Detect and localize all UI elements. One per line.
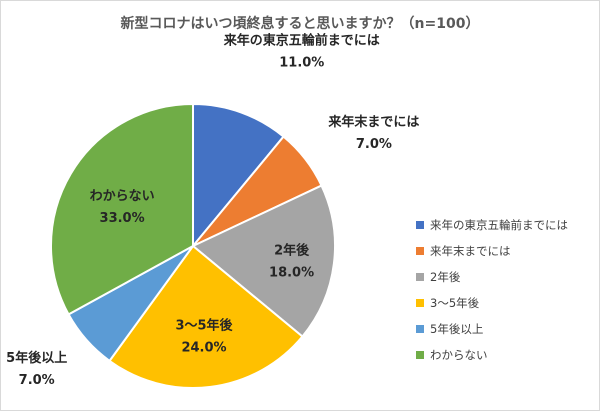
chart-title: 新型コロナはいつ頃終息すると思いますか？（n=100） — [121, 15, 480, 32]
data-label-category-slice-1: 来年の東京五輪前までには — [223, 32, 380, 48]
legend-swatch-slice-1 — [416, 221, 424, 229]
legend-label-slice-4: 3～5年後 — [430, 296, 480, 310]
data-label-category-slice-6: わからない — [90, 189, 155, 204]
data-labels: 来年の東京五輪前までには 11.0% 来年末までには 7.0% 2年後 18.0% 3～5年… — [6, 32, 419, 388]
pie-slice-slice-1 — [192, 102, 285, 249]
data-label-value-slice-1: 11.0% — [279, 55, 324, 70]
pie-slices — [50, 102, 336, 389]
pie-slice-slice-3 — [191, 184, 336, 338]
data-label-value-slice-6: 33.0% — [100, 211, 145, 226]
data-label-value-slice-3: 18.0% — [269, 266, 314, 281]
legend-swatch-slice-5 — [416, 325, 424, 333]
data-label-category-slice-4: 3～5年後 — [175, 317, 233, 333]
data-label-value-slice-2: 7.0% — [356, 137, 392, 152]
pie-slice-slice-4 — [108, 244, 304, 389]
legend-label-slice-2: 来年末までには — [430, 244, 511, 258]
legend-swatch-slice-3 — [416, 273, 424, 281]
data-label-category-slice-3: 2年後 — [274, 243, 310, 259]
legend-label-slice-5: 5年後以上 — [430, 322, 483, 336]
legend-label-slice-6: わからない — [430, 348, 488, 362]
data-label-category-slice-2: 来年末までには — [327, 114, 419, 130]
legend-swatch-slice-4 — [416, 299, 424, 307]
pie-slice-slice-6 — [50, 102, 194, 316]
legend-swatch-slice-6 — [416, 351, 424, 359]
data-label-value-slice-5: 7.0% — [19, 373, 55, 388]
legend-label-slice-3: 2年後 — [430, 270, 461, 284]
legend-swatch-slice-2 — [416, 247, 424, 255]
data-label-value-slice-4: 24.0% — [181, 340, 226, 355]
legend-label-slice-1: 来年の東京五輪前までには — [430, 218, 568, 232]
data-label-category-slice-5: 5年後以上 — [6, 350, 67, 366]
